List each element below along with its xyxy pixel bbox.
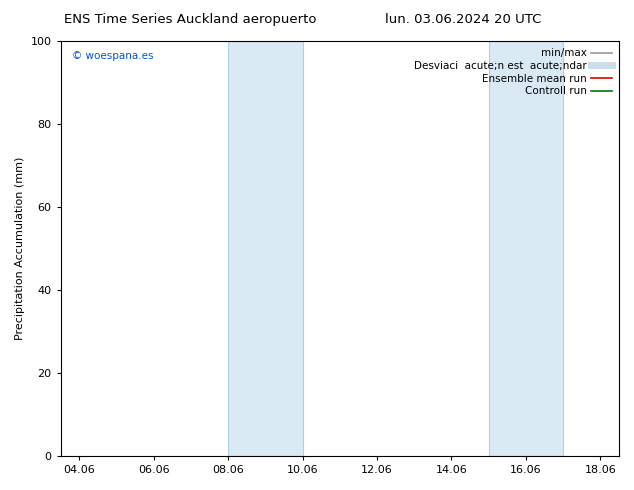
Text: lun. 03.06.2024 20 UTC: lun. 03.06.2024 20 UTC [385,13,541,26]
Bar [228,41,302,456]
Title: ENS Time Series Auckland aeropuerto        lun. 03.06.2024 20 UTC: ENS Time Series Auckland aeropuerto lun.… [0,489,1,490]
Text: © woespana.es: © woespana.es [72,51,153,61]
Legend: min/max, Desviaci  acute;n est  acute;ndar, Ensemble mean run, Controll run: min/max, Desviaci acute;n est acute;ndar… [412,46,614,98]
Text: ENS Time Series Auckland aeropuerto: ENS Time Series Auckland aeropuerto [64,13,316,26]
Bar [489,41,563,456]
Y-axis label: Precipitation Accumulation (mm): Precipitation Accumulation (mm) [15,157,25,340]
